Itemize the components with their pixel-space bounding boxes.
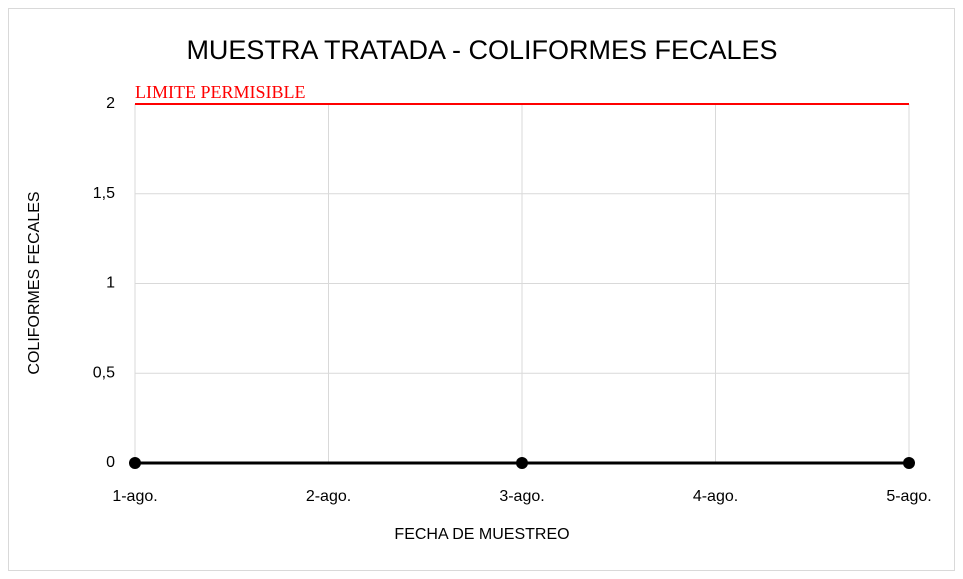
marker	[903, 457, 915, 469]
y-tick-label: 1	[106, 275, 115, 292]
limit-label: LIMITE PERMISIBLE	[135, 82, 306, 102]
x-tick-label: 1-ago.	[112, 488, 157, 505]
chart-title: MUESTRA TRATADA - COLIFORMES FECALES	[186, 35, 777, 65]
y-tick-label: 1,5	[93, 185, 115, 202]
y-tick-label: 0,5	[93, 364, 115, 381]
x-tick-label: 3-ago.	[499, 488, 544, 505]
chart-frame	[8, 8, 955, 571]
y-axis-label: COLIFORMES FECALES	[26, 191, 43, 374]
x-axis-label: FECHA DE MUESTREO	[394, 526, 569, 543]
y-tick-label: 2	[106, 95, 115, 112]
x-tick-label: 2-ago.	[306, 488, 351, 505]
y-tick-label: 0	[106, 454, 115, 471]
marker	[129, 457, 141, 469]
x-tick-label: 5-ago.	[886, 488, 931, 505]
marker	[516, 457, 528, 469]
x-tick-label: 4-ago.	[693, 488, 738, 505]
